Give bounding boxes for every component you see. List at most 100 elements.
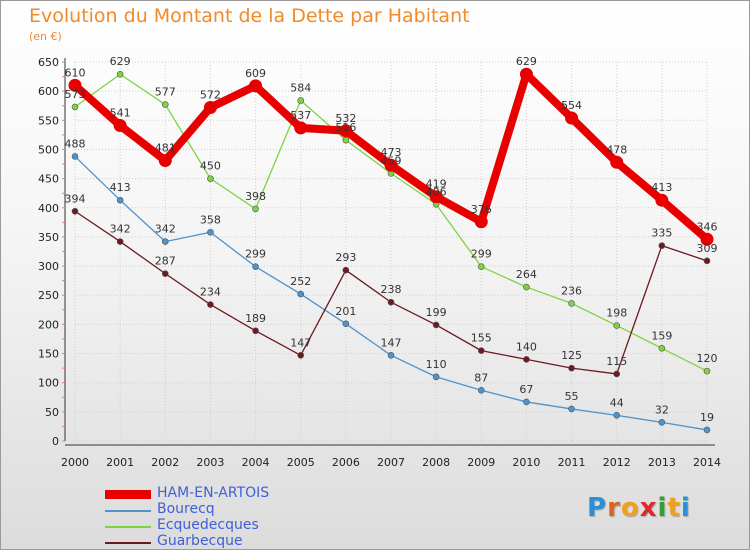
data-point [71,207,79,215]
data-point [161,238,169,245]
logo-letter: t [667,493,681,523]
data-label: 299 [245,248,266,261]
data-label: 478 [606,143,627,156]
data-point [252,327,259,335]
data-label: 481 [155,142,176,155]
legend-label: Bourecq [157,501,215,517]
data-label: 609 [245,67,266,80]
data-point [523,283,530,291]
y-tick-label: 100 [38,377,59,390]
data-label: 234 [200,286,221,299]
data-point [116,196,124,204]
data-label: 115 [606,355,627,368]
x-tick-label: 2008 [422,456,450,469]
data-label: 413 [651,181,672,194]
data-point [249,79,263,93]
data-point [294,121,308,135]
data-label: 459 [381,154,402,167]
x-tick-label: 2009 [467,456,495,469]
data-point [387,351,395,359]
data-label: 629 [516,55,537,68]
data-point [252,205,259,213]
y-tick-label: 200 [38,318,59,331]
data-label: 199 [426,306,447,319]
data-label: 299 [471,248,492,261]
data-label: 55 [565,390,579,403]
y-tick-label: 650 [38,56,59,69]
data-point [568,364,575,372]
x-tick-label: 2010 [512,456,540,469]
data-label: 287 [155,255,176,268]
data-label: 610 [65,66,86,79]
data-label: 629 [110,55,131,68]
data-label: 394 [65,192,86,205]
x-tick-label: 2011 [558,456,586,469]
data-label: 309 [697,242,718,255]
proxiti-logo: Proxiti [587,493,691,523]
data-label: 198 [606,307,627,320]
x-tick-label: 2004 [242,456,270,469]
data-point [161,101,169,108]
y-tick-label: 450 [38,173,59,186]
data-label: 376 [471,203,492,216]
data-point [116,238,124,245]
data-point [703,367,711,375]
data-label: 125 [561,349,582,362]
data-point [477,386,485,394]
data-label: 450 [200,160,221,173]
data-point [568,405,575,413]
data-label: 413 [110,181,131,194]
data-label: 87 [474,371,488,384]
x-tick-label: 2007 [377,456,405,469]
data-point [297,290,305,298]
data-point [432,321,440,329]
legend-swatch [105,526,151,528]
data-point [477,347,485,354]
data-label: 19 [700,411,714,424]
logo-letter: o [620,493,640,523]
data-point [384,158,398,172]
data-label: 406 [426,185,447,198]
data-point [613,412,621,419]
x-tick-label: 2005 [287,456,315,469]
data-label: 541 [110,107,131,120]
y-tick-label: 300 [38,260,59,273]
data-label: 252 [290,275,311,288]
grid [74,61,708,442]
data-point [519,67,533,81]
data-label: 577 [155,86,176,99]
legend-label: Guarbecque [157,533,243,549]
data-point [477,263,485,270]
data-point [158,154,172,168]
data-point [207,175,214,182]
logo-letter: P [587,493,608,523]
data-point [297,351,305,359]
data-point [613,370,621,378]
data-point [658,344,666,352]
data-label: 342 [110,223,131,236]
data-label: 573 [65,88,86,101]
logo-letter: r [607,493,621,523]
data-point [565,111,579,125]
data-point [342,266,350,274]
data-point [387,298,395,306]
y-tick-label: 400 [38,202,59,215]
data-label: 398 [245,190,266,203]
data-label: 147 [290,336,311,349]
data-label: 488 [65,137,86,150]
logo-letter: i [657,493,668,523]
legend-swatch [105,490,151,499]
data-point [523,398,530,406]
data-point [655,193,669,207]
data-label: 537 [290,109,311,122]
data-point [252,263,259,270]
data-point [613,322,621,329]
data-label: 532 [335,112,356,125]
data-point [703,257,711,265]
data-point [297,97,305,104]
data-label: 346 [697,220,718,233]
data-point [474,215,488,229]
data-point [203,100,217,114]
